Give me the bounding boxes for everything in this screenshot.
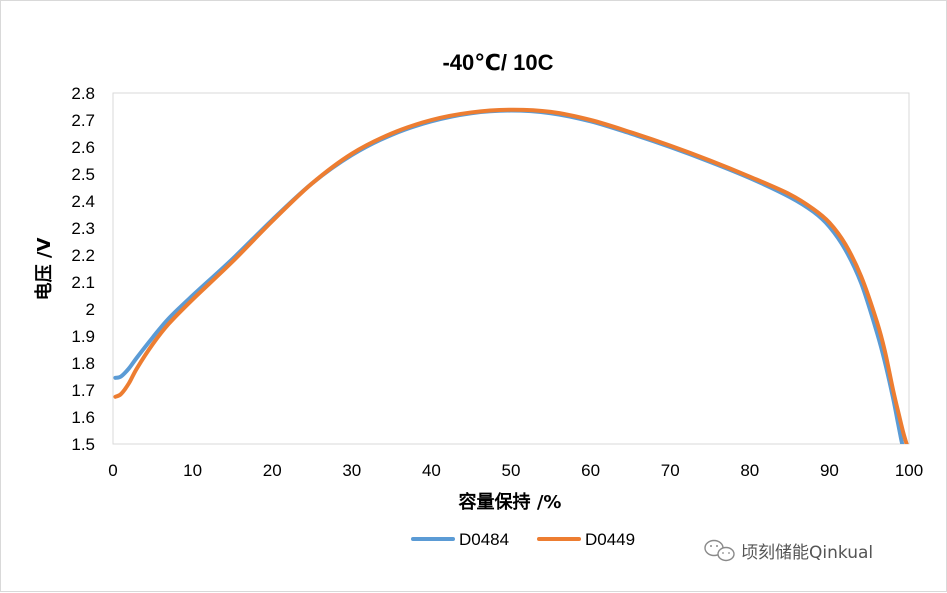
y-tick-label: 1.7 [71, 381, 95, 400]
y-tick-label: 1.5 [71, 435, 95, 454]
x-tick-label: 80 [740, 461, 759, 480]
wechat-icon [704, 539, 735, 562]
y-tick-label: 2.6 [71, 138, 95, 157]
x-tick-label: 40 [422, 461, 441, 480]
x-tick-label: 30 [342, 461, 361, 480]
x-tick-label: 50 [502, 461, 521, 480]
series-line-d0449 [113, 107, 909, 444]
x-tick-label: 70 [661, 461, 680, 480]
legend: D0484 D0449 [411, 530, 635, 549]
watermark-text: 顷刻储能Qinkual [741, 543, 873, 563]
x-tick-label: 90 [820, 461, 839, 480]
y-tick-label: 2.5 [71, 165, 95, 184]
series-line-d0484 [113, 108, 905, 444]
x-tick-label: 60 [581, 461, 600, 480]
y-axis-title: 电压 /V [33, 238, 55, 301]
y-tick-label: 2.8 [71, 84, 95, 103]
y-tick-label: 2.7 [71, 111, 95, 130]
x-tick-label: 10 [183, 461, 202, 480]
y-tick-label: 1.8 [71, 354, 95, 373]
y-tick-label: 2 [86, 300, 95, 319]
legend-label-d0449: D0449 [585, 530, 635, 549]
watermark: 顷刻储能Qinkual [704, 539, 873, 563]
chart-title: -40℃/ 10C [442, 50, 553, 75]
y-tick-label: 1.9 [71, 327, 95, 346]
y-tick-labels: 1.5 1.6 1.7 1.8 1.9 2 2.1 2.2 2.3 2.4 2.5 2.6 2.7 2.8 [71, 84, 95, 454]
x-tick-label: 0 [108, 461, 117, 480]
y-tick-label: 2.2 [71, 246, 95, 265]
series-layer [113, 107, 909, 444]
legend-label-d0484: D0484 [459, 530, 509, 549]
x-tick-label: 100 [895, 461, 923, 480]
y-tick-label: 1.6 [71, 408, 95, 427]
y-tick-label: 2.4 [71, 192, 95, 211]
x-axis-title: 容量保持 /% [459, 491, 562, 513]
y-tick-label: 2.1 [71, 273, 95, 292]
x-tick-labels: 0 10 20 30 40 50 60 70 80 90 100 [108, 461, 923, 480]
x-tick-label: 20 [263, 461, 282, 480]
y-tick-label: 2.3 [71, 219, 95, 238]
plot-area [112, 92, 910, 445]
